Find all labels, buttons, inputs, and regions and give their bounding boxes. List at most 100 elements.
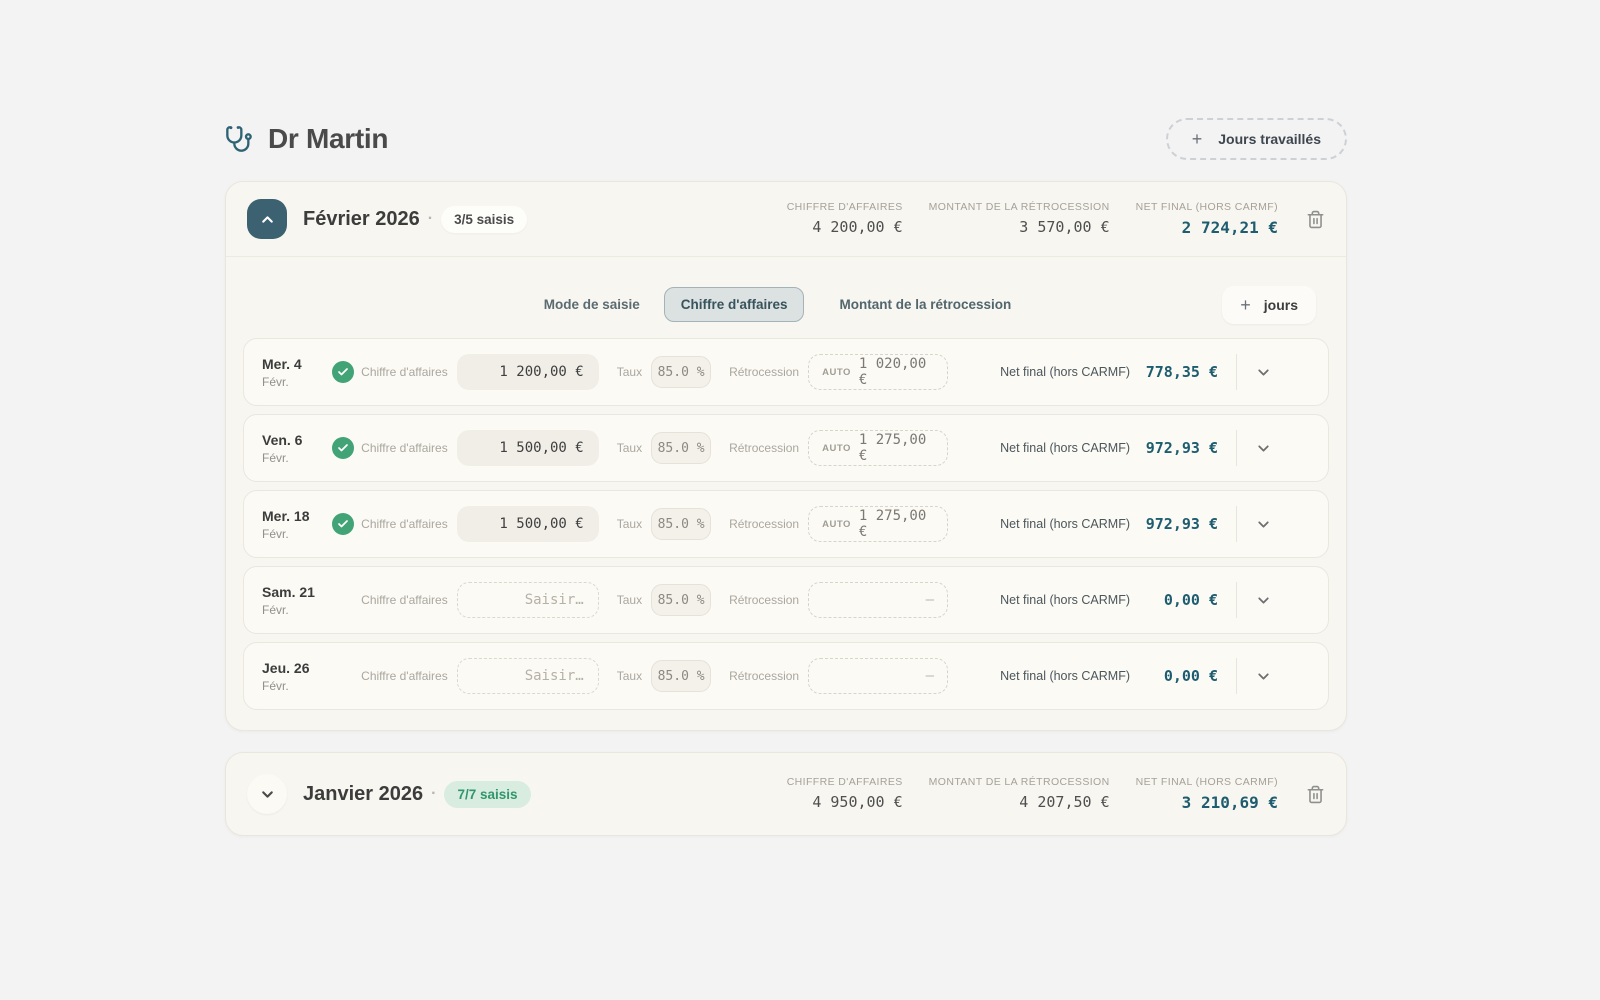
taux-input[interactable]: 85.0 % [651,660,712,692]
day-month-label: Févr. [262,678,289,693]
chiffre-affaires-input[interactable]: 1 500,00 € [456,506,599,542]
chevron-down-icon [1258,672,1269,680]
net-final-label: Net final (hors CARMF) [1000,669,1130,683]
auto-tag: AUTO [822,518,851,530]
taux-value: 85.0 % [657,364,705,380]
month-stats: CHIFFRE D'AFFAIRES 4 950,00 € MONTANT DE… [787,776,1278,812]
row-expand-button[interactable] [1255,516,1272,533]
month-header-fevrier: Février 2026 · 3/5 saisis CHIFFRE D'AFFA… [226,182,1346,256]
stat-label: NET FINAL (HORS CARMF) [1135,201,1278,213]
retrocession-input[interactable]: AUTO 1 020,00 € [808,354,949,390]
add-jours-button[interactable]: + jours [1222,285,1316,324]
row-fields: Chiffre d'affaires 1 500,00 € Taux 85.0 … [361,430,1312,466]
retrocession-input[interactable]: – [808,658,949,694]
retrocession-value: 1 275,00 € [858,508,927,540]
retrocession-value: – [925,668,935,684]
chiffre-affaires-input[interactable]: 1 200,00 € [456,354,599,390]
row-divider [1236,582,1237,618]
retrocession-value: 1 020,00 € [858,356,927,388]
mode-de-saisie-label: Mode de saisie [543,297,640,312]
row-expand-button[interactable] [1255,440,1272,457]
collapse-month-button[interactable] [247,199,287,239]
retrocession-value: 1 275,00 € [858,432,927,464]
row-fields: Chiffre d'affaires Saisir… Taux 85.0 % R… [361,582,1312,618]
day-date: Ven. 6 Févr. [262,432,318,465]
jours-travailles-button[interactable]: + Jours travaillés [1165,118,1347,160]
day-row: Jeu. 26 Févr. Chiffre d'affaires Saisir…… [243,642,1329,710]
month-card-janvier: Janvier 2026 · 7/7 saisis CHIFFRE D'AFFA… [225,752,1347,836]
taux-field-label: Taux [616,441,643,455]
day-name: Jeu. 26 [262,659,310,676]
taux-value: 85.0 % [657,440,705,456]
row-divider [1236,354,1237,390]
ca-field-label: Chiffre d'affaires [361,517,448,531]
chiffre-affaires-value: 1 500,00 € [499,516,584,532]
day-month-label: Févr. [262,374,289,389]
taux-input[interactable]: 85.0 % [651,584,712,616]
stat-value: 4 207,50 € [1019,793,1110,811]
net-final-label: Net final (hors CARMF) [1000,365,1130,379]
delete-month-button[interactable] [1306,210,1325,229]
auto-tag: AUTO [822,366,851,378]
ca-field-label: Chiffre d'affaires [361,441,448,455]
retrocession-field-label: Rétrocession [729,517,800,531]
retrocession-input[interactable]: – [808,582,949,618]
delete-month-button[interactable] [1306,785,1325,804]
day-month-label: Févr. [262,526,289,541]
saisis-badge: 3/5 saisis [441,205,528,233]
stat-retrocession: MONTANT DE LA RÉTROCESSION 4 207,50 € [929,776,1110,812]
net-final-wrap: Net final (hors CARMF) 972,93 € [1000,439,1218,457]
trash-icon [1307,210,1324,228]
saisis-badge-complete: 7/7 saisis [444,780,531,808]
mode-tabs-row: Mode de saisie Chiffre d'affaires Montan… [248,285,1324,324]
row-expand-button[interactable] [1255,668,1272,685]
ca-field-label: Chiffre d'affaires [361,365,448,379]
day-date: Mer. 4 Févr. [262,356,318,389]
taux-field-label: Taux [616,669,643,683]
tab-montant-retrocession[interactable]: Montant de la rétrocession [822,287,1028,322]
row-divider [1236,506,1237,542]
row-expand-button[interactable] [1255,592,1272,609]
ca-field-label: Chiffre d'affaires [361,593,448,607]
title-wrap: Dr Martin [225,123,389,155]
row-fields: Chiffre d'affaires 1 200,00 € Taux 85.0 … [361,354,1312,390]
taux-value: 85.0 % [657,516,705,532]
day-month-label: Févr. [262,450,289,465]
saisi-check-icon [332,437,354,459]
month-title: Février 2026 [303,207,420,230]
day-rows: Mer. 4 Févr. Chiffre d'affaires 1 200,00… [226,338,1346,730]
day-date: Jeu. 26 Févr. [262,660,318,693]
saisi-check-icon [332,361,354,383]
chevron-down-icon [1258,444,1269,452]
chevron-down-icon [1258,520,1269,528]
net-final-value: 972,93 € [1145,439,1218,457]
taux-field-label: Taux [616,517,643,531]
chevron-down-icon [1258,596,1269,604]
retrocession-field-label: Rétrocession [729,441,800,455]
plus-icon: + [1240,294,1251,315]
day-name: Ven. 6 [262,431,303,448]
retrocession-input[interactable]: AUTO 1 275,00 € [808,430,949,466]
taux-input[interactable]: 85.0 % [651,356,712,388]
chiffre-affaires-input[interactable]: 1 500,00 € [456,430,599,466]
expand-month-button[interactable] [247,774,287,814]
chiffre-affaires-input[interactable]: Saisir… [456,582,599,618]
day-name: Sam. 21 [262,583,315,600]
row-expand-button[interactable] [1255,364,1272,381]
taux-input[interactable]: 85.0 % [651,432,712,464]
stat-label: CHIFFRE D'AFFAIRES [786,776,903,788]
taux-input[interactable]: 85.0 % [651,508,712,540]
day-name: Mer. 18 [262,507,310,524]
day-row: Ven. 6 Févr. Chiffre d'affaires 1 500,00… [243,414,1329,482]
retrocession-input[interactable]: AUTO 1 275,00 € [808,506,949,542]
month-card-fevrier: Février 2026 · 3/5 saisis CHIFFRE D'AFFA… [225,181,1347,731]
stat-label: MONTANT DE LA RÉTROCESSION [928,776,1110,788]
taux-field-label: Taux [616,593,643,607]
chiffre-affaires-input[interactable]: Saisir… [456,658,599,694]
stat-label: MONTANT DE LA RÉTROCESSION [928,201,1110,213]
row-fields: Chiffre d'affaires Saisir… Taux 85.0 % R… [361,658,1312,694]
header-divider [226,256,1346,257]
chevron-up-icon [261,215,273,223]
tab-chiffre-affaires[interactable]: Chiffre d'affaires [663,287,805,322]
day-row: Mer. 18 Févr. Chiffre d'affaires 1 500,0… [243,490,1329,558]
